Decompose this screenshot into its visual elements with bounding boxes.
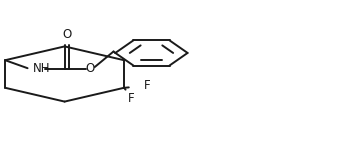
- Text: F: F: [128, 92, 135, 105]
- Text: F: F: [144, 79, 151, 92]
- Text: NH: NH: [33, 62, 51, 75]
- Text: O: O: [62, 28, 72, 41]
- Text: O: O: [86, 62, 95, 75]
